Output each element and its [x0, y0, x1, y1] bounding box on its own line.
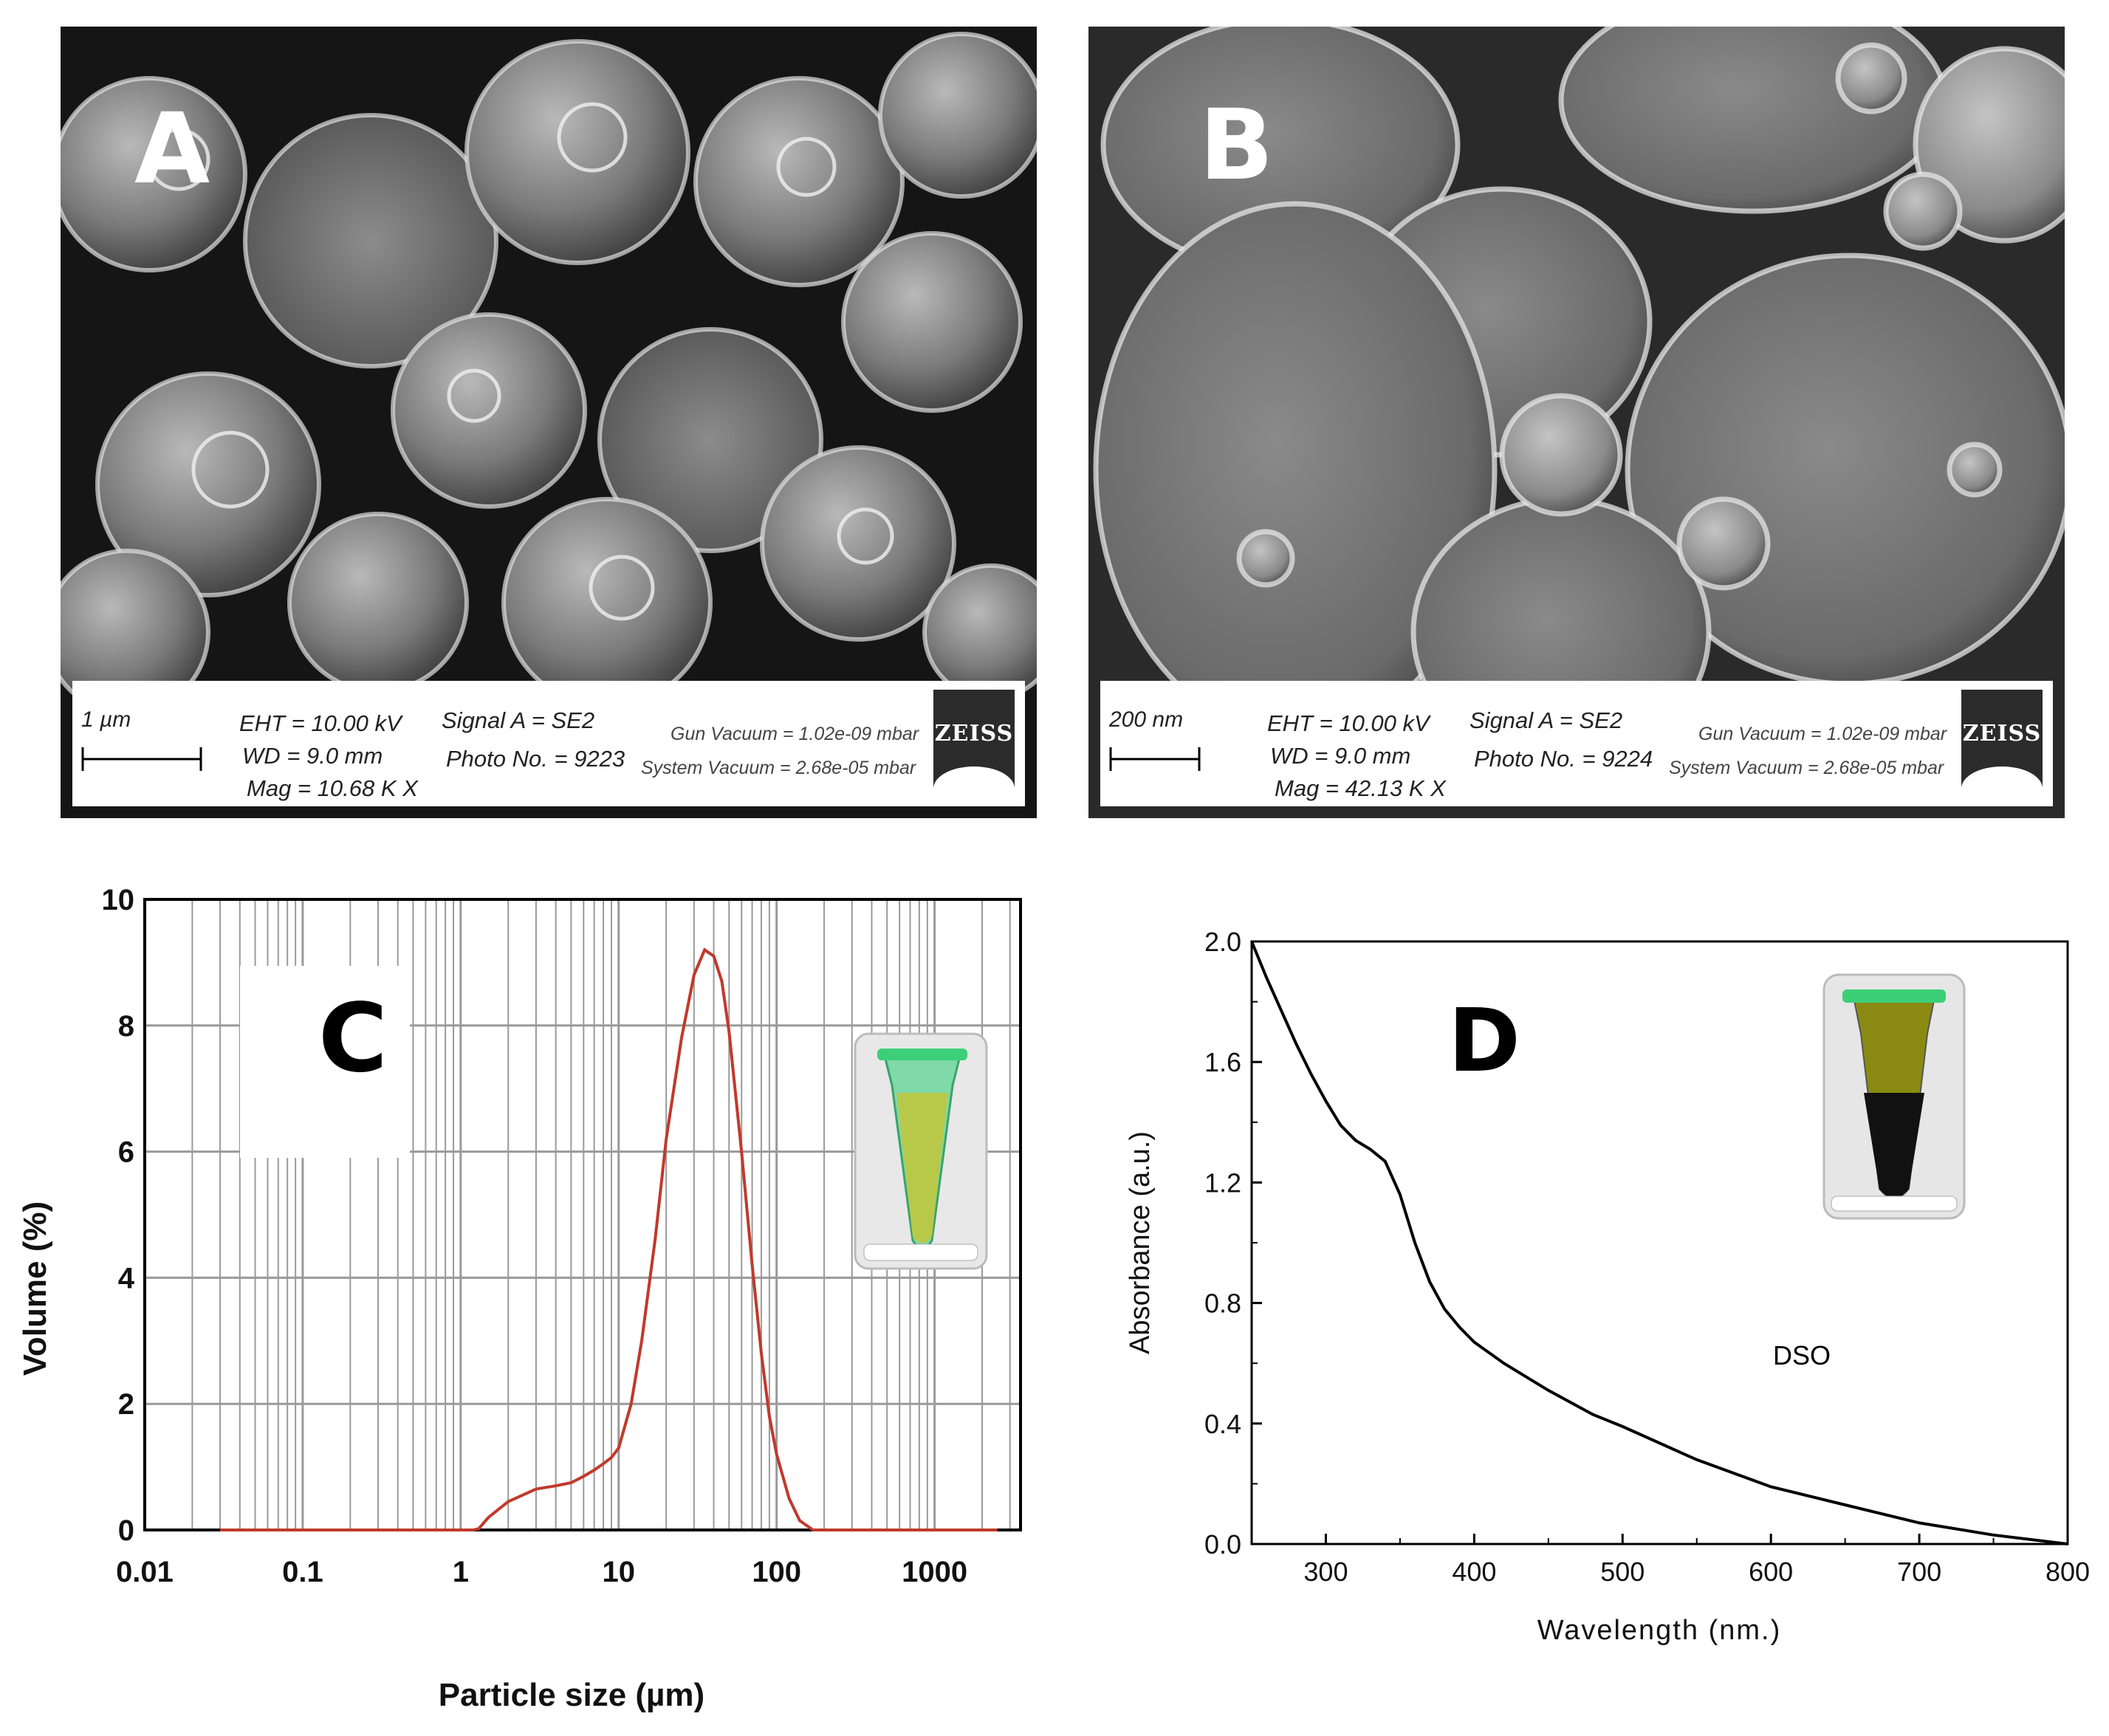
system-vacuum-text: System Vacuum = 2.68e-05 mbar: [641, 758, 916, 778]
system-vacuum-text: System Vacuum = 2.68e-05 mbar: [1669, 758, 1944, 778]
x-tick-label: 700: [1897, 1557, 1941, 1587]
y-axis-label: Absorbance (a.u.): [1125, 1131, 1156, 1354]
y-tick-label: 1.6: [1204, 1047, 1241, 1077]
sample-tube-inset: [854, 1032, 988, 1270]
panel-label-c: C: [318, 984, 388, 1094]
y-tick-label: 0: [118, 1514, 134, 1547]
sample-tube-inset: [1822, 973, 1966, 1220]
x-tick-label: 300: [1303, 1557, 1348, 1587]
series-line: [1250, 941, 2068, 1545]
y-tick-label: 10: [102, 884, 135, 916]
y-tick-label: 8: [118, 1010, 134, 1043]
x-tick-label: 1: [453, 1556, 469, 1588]
y-tick-label: 0.4: [1204, 1409, 1241, 1439]
x-axis-label: Wavelength (nm.): [1537, 1615, 1781, 1646]
mag-text: Mag = 10.68 K X: [247, 775, 418, 801]
chart-absorbance: 0.00.40.81.21.62.0 300 400 500 600 700 800 D …: [1125, 927, 2090, 1646]
panel-label-b: B: [1199, 89, 1274, 202]
y-axis-label: Volume (%): [17, 1201, 53, 1376]
panel-label-a: A: [134, 92, 210, 206]
chart-particle-size: 0 2 4 6 8 10 0.01 0.1 1 10 100 1000 C Volume (%) P…: [17, 884, 1022, 1713]
x-tick-label: 1000: [902, 1556, 967, 1588]
gun-vacuum-text: Gun Vacuum = 1.02e-09 mbar: [1698, 724, 1947, 744]
label-box: [240, 966, 410, 1158]
scale-bar-text: 200 nm: [1109, 707, 1184, 732]
x-tick-label: 10: [603, 1556, 636, 1588]
zeiss-logo: ZEISS: [933, 690, 1015, 789]
plot-frame: [143, 898, 1022, 1531]
x-axis-label: Particle size (µm): [439, 1677, 704, 1713]
y-tick-label: 0.8: [1204, 1289, 1241, 1319]
dso-annotation: DSO: [1773, 1340, 1831, 1370]
x-tick-label: 400: [1452, 1557, 1496, 1587]
mag-text: Mag = 42.13 K X: [1275, 775, 1446, 801]
sem-panel-b: B 200 nm EHT = 10.00 kV WD = 9.0 mm Mag …: [1088, 27, 2065, 818]
gun-vacuum-text: Gun Vacuum = 1.02e-09 mbar: [671, 724, 919, 744]
y-tick-label: 2.0: [1204, 927, 1241, 957]
scale-bar: [1109, 747, 1201, 771]
y-tick-label: 4: [118, 1262, 135, 1294]
sem-panel-a: A 1 µm EHT = 10.00 kV WD = 9.0 mm Mag = …: [61, 27, 1037, 818]
x-tick-label: 800: [2045, 1557, 2090, 1587]
photo-text: Photo No. = 9224: [1474, 746, 1653, 772]
x-tick-label: 0.1: [282, 1556, 323, 1588]
x-tick-label: 600: [1749, 1557, 1793, 1587]
signal-text: Signal A = SE2: [442, 707, 595, 733]
sem-info-bar-b: 200 nm EHT = 10.00 kV WD = 9.0 mm Mag = …: [1100, 681, 2053, 806]
y-tick-label: 2: [118, 1388, 134, 1421]
photo-text: Photo No. = 9223: [446, 746, 625, 772]
signal-text: Signal A = SE2: [1470, 707, 1623, 733]
scale-bar-text: 1 µm: [81, 707, 131, 732]
x-tick-label: 500: [1600, 1557, 1645, 1587]
scale-bar: [81, 747, 202, 771]
panel-label-d: D: [1448, 989, 1520, 1091]
x-tick-label: 0.01: [116, 1556, 174, 1588]
zeiss-logo: ZEISS: [1961, 690, 2043, 789]
wd-text: WD = 9.0 mm: [242, 743, 383, 769]
y-tick-label: 6: [118, 1136, 134, 1169]
series-line: [220, 947, 998, 1531]
sem-info-bar-a: 1 µm EHT = 10.00 kV WD = 9.0 mm Mag = 10…: [72, 681, 1025, 806]
wd-text: WD = 9.0 mm: [1270, 743, 1411, 769]
eht-text: EHT = 10.00 kV: [1267, 710, 1430, 736]
eht-text: EHT = 10.00 kV: [239, 710, 402, 736]
y-tick-label: 1.2: [1204, 1167, 1241, 1198]
x-tick-label: 100: [752, 1556, 801, 1588]
y-tick-label: 0.0: [1204, 1529, 1241, 1560]
